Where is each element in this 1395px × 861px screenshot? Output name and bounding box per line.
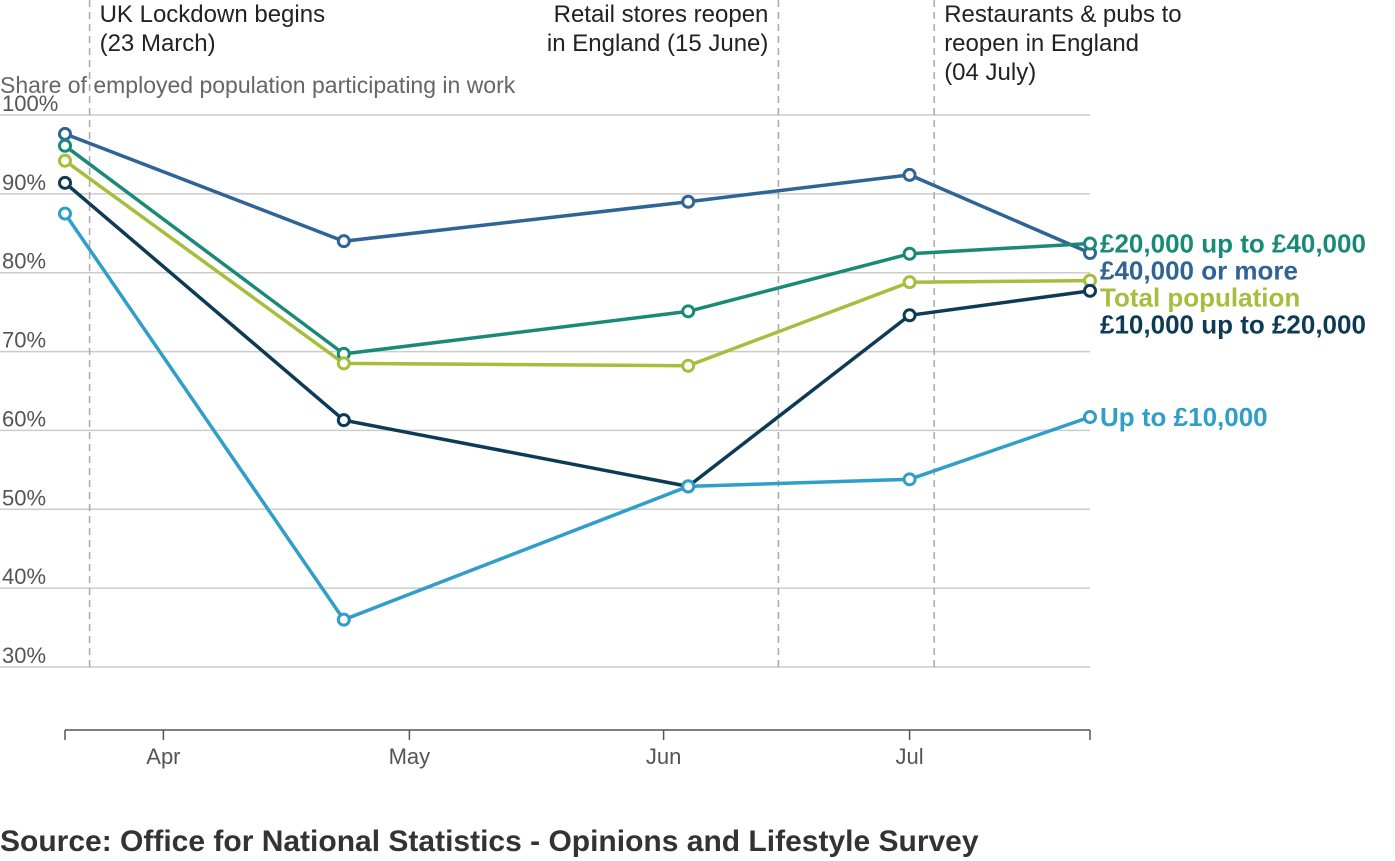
data-point [902, 308, 917, 323]
y-tick-label: 50% [2, 485, 46, 510]
source-note: Source: Office for National Statistics -… [0, 825, 979, 858]
data-point [58, 138, 72, 153]
x-tick-label: May [389, 744, 431, 769]
y-tick-label: 60% [2, 406, 46, 431]
event-annotation-text: Restaurants & pubs to [944, 1, 1181, 28]
y-tick-label: 70% [2, 328, 46, 353]
x-tick-label: Jul [896, 744, 924, 769]
data-point [902, 275, 917, 290]
data-point [1083, 236, 1097, 251]
y-axis-title: Share of employed population participati… [0, 72, 516, 98]
series-label: £10,000 up to £20,000 [1100, 310, 1366, 340]
data-point [902, 246, 917, 261]
x-tick-label: Jun [646, 744, 681, 769]
series-line [63, 144, 1091, 356]
series-label: Total population [1100, 283, 1300, 313]
y-tick-label: 90% [2, 170, 46, 195]
y-tick-label: 80% [2, 249, 46, 274]
data-point [336, 413, 351, 428]
grid [0, 114, 1090, 668]
event-annotation-text: reopen in England [944, 30, 1139, 57]
axes: Share of employed population participati… [0, 72, 1091, 769]
data-point [336, 612, 351, 627]
data-point [902, 472, 917, 487]
series-labels: £20,000 up to £40,000£40,000 or moreTota… [1100, 229, 1366, 432]
series [58, 126, 1097, 627]
data-point [58, 206, 72, 221]
data-point [902, 167, 917, 182]
data-point [681, 358, 696, 373]
annotations: UK Lockdown begins(23 March) Retail store… [88, 0, 1182, 667]
series-line [63, 181, 1091, 489]
event-annotation-text: Retail stores reopen [554, 1, 769, 28]
series-label: Up to £10,000 [1100, 402, 1268, 432]
x-tick-label: Apr [146, 744, 180, 769]
data-point [58, 175, 72, 190]
y-tick-label: 100% [2, 91, 58, 116]
series-label: £20,000 up to £40,000 [1100, 229, 1366, 259]
event-annotation-text: (04 July) [944, 59, 1036, 86]
data-point [681, 304, 696, 319]
y-tick-label: 30% [2, 643, 46, 668]
data-point [1083, 410, 1097, 425]
data-point [58, 153, 72, 168]
data-point [681, 194, 696, 209]
data-point [336, 356, 351, 371]
y-tick-label: 40% [2, 564, 46, 589]
event-annotation-text: (23 March) [100, 30, 216, 57]
data-point [681, 479, 696, 494]
event-annotation-text: in England (15 June) [547, 30, 768, 57]
data-point [336, 234, 351, 249]
series-label: £40,000 or more [1100, 256, 1298, 286]
data-point [1083, 283, 1097, 298]
event-annotation-text: UK Lockdown begins [100, 1, 325, 28]
data-point [58, 126, 72, 141]
